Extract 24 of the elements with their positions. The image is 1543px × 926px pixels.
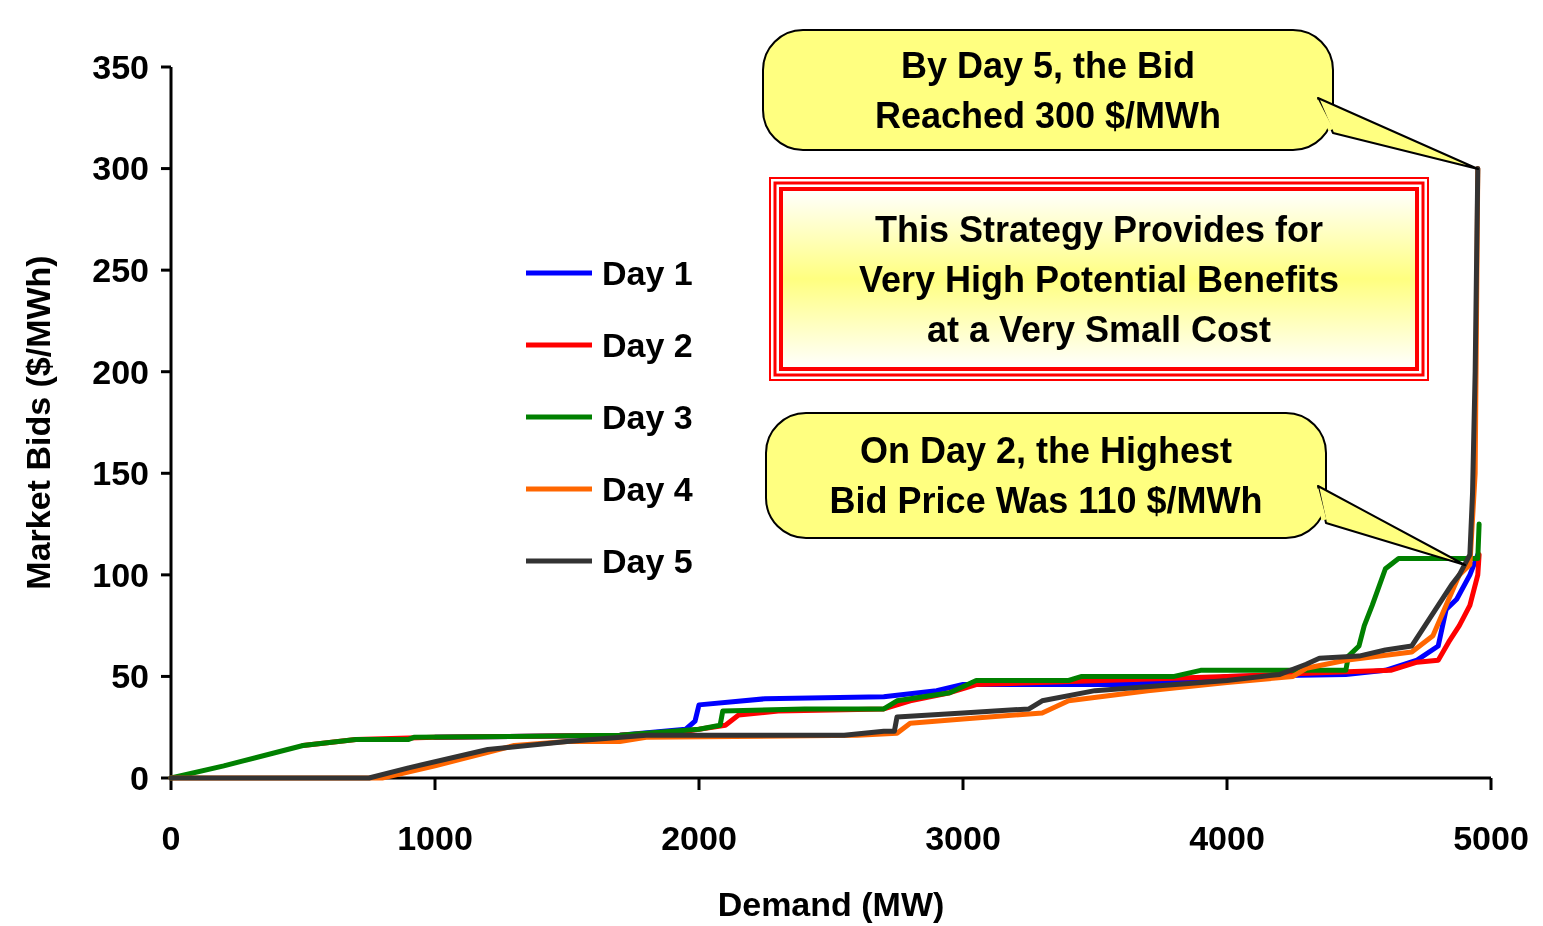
y-tick-label: 250: [92, 251, 149, 290]
y-tick-label: 300: [92, 149, 149, 188]
x-tick-label: 1000: [397, 819, 473, 857]
y-tick-label: 50: [111, 657, 149, 696]
y-tick-label: 150: [92, 454, 149, 493]
legend-label: Day 2: [602, 325, 693, 364]
x-tick-label: 3000: [925, 819, 1001, 857]
y-axis-title: Market Bids ($/MWh): [19, 255, 57, 590]
annotation: On Day 2, the Highest Bid Price Was 110 $/MWh: [829, 430, 1263, 522]
legend-label: Day 4: [602, 469, 693, 508]
y-tick-label: 100: [92, 555, 149, 594]
y-tick-label: 0: [130, 758, 149, 797]
annotation: By Day 5, the Bid Reached 300 $/MWh: [874, 44, 1222, 136]
annotation: This Strategy Provides for Very High Potential Benefits at a Very Small Cost: [858, 208, 1340, 350]
x-axis-title: Demand (MW): [717, 885, 945, 923]
y-tick-label: 350: [92, 47, 149, 86]
x-tick-label: 5000: [1453, 819, 1529, 857]
legend-label: Day 1: [602, 253, 693, 292]
x-tick-label: 0: [161, 819, 181, 857]
legend-label: Day 5: [602, 541, 693, 580]
x-tick-label: 2000: [661, 819, 737, 857]
y-tick-label: 200: [92, 352, 149, 391]
legend-label: Day 3: [602, 397, 693, 436]
x-tick-label: 4000: [1189, 819, 1265, 857]
